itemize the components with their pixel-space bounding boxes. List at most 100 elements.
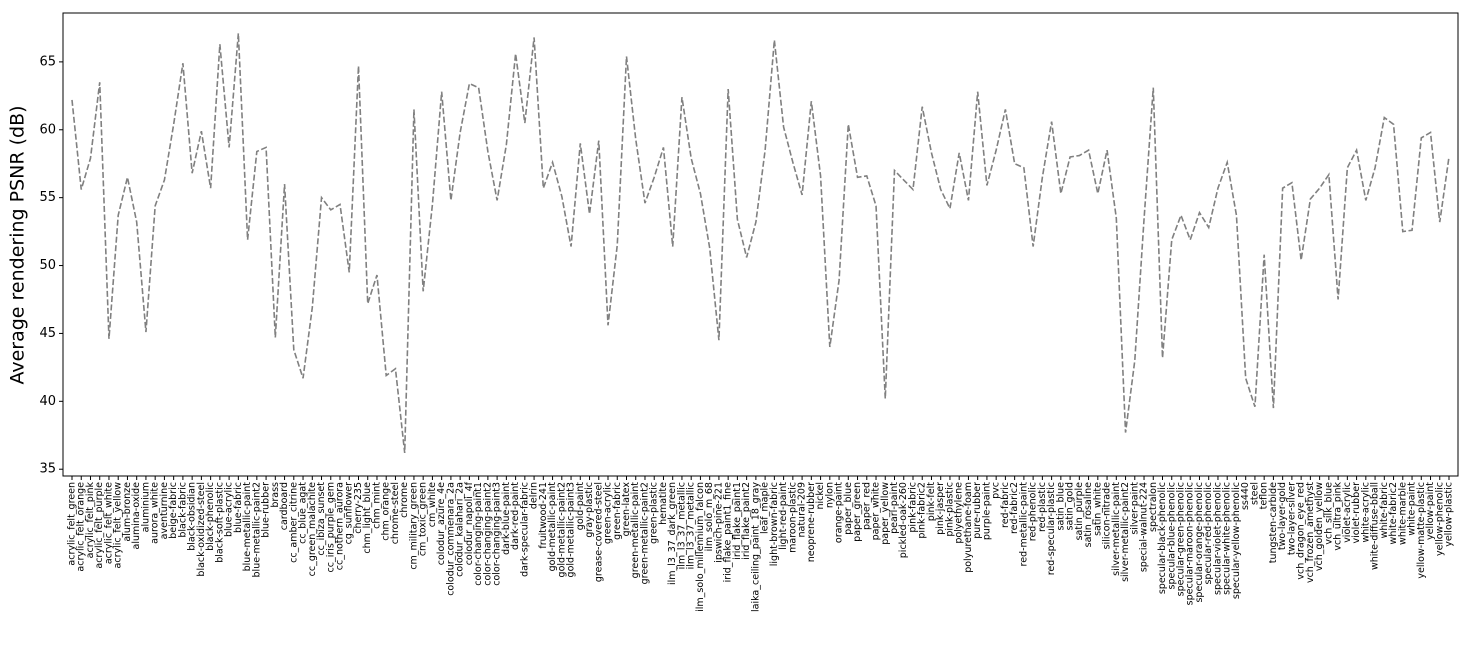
x-tick-label: gray-plastic: [584, 482, 595, 538]
x-tick-label: ipswich-pine-221: [713, 482, 724, 563]
x-tick-label: blue-rubber: [261, 482, 272, 538]
x-tick-label: specular-orange-phenolic: [1194, 482, 1205, 603]
y-tick-label: 55: [39, 190, 56, 205]
x-tick-label: irid_flake_paint1_fine: [723, 482, 734, 583]
x-tick-label: chrome: [399, 482, 410, 518]
x-tick-label: yellow-plastic: [1444, 482, 1455, 547]
x-tick-label: green-plastic: [649, 482, 660, 544]
x-tick-label: cc_green_malachite: [307, 482, 318, 577]
x-tick-label: spectralon: [1148, 482, 1159, 532]
x-tick-label: green-acrylic: [603, 482, 614, 544]
x-tick-label: blue-metallic-paint: [242, 482, 253, 572]
x-tick-label: irid_flake_paint1: [732, 482, 743, 560]
x-tick-label: grease-covered-steel: [593, 482, 604, 582]
x-tick-label: pickled-oak-260: [898, 482, 909, 558]
x-tick-label: specular-green-phenolic: [1175, 482, 1186, 596]
x-tick-label: specular-red-phenolic: [1203, 482, 1214, 585]
x-tick-label: silver-paint: [1129, 482, 1140, 535]
x-tick-label: irid_flake_paint2: [741, 482, 752, 560]
x-tick-label: cm_toxic_green: [418, 482, 429, 556]
x-tick-label: cherry-235: [353, 482, 364, 534]
x-tick-label: ilm_solo_millennium_falcon: [695, 482, 706, 612]
x-tick-label: green-latex: [621, 482, 632, 537]
x-tick-label: purple-paint: [981, 482, 992, 540]
x-tick-label: blue-metallic-paint2: [251, 482, 262, 577]
x-tick-label: acrylic_felt_white: [103, 482, 114, 564]
x-tick-label: colodur_napoli_4f: [464, 481, 475, 565]
x-tick-label: green-metallic-paint: [630, 482, 641, 579]
x-tick-label: aventurnine: [159, 482, 170, 539]
x-tick-label: nylon: [824, 482, 835, 508]
x-tick-label: black-obsidian: [187, 482, 198, 551]
x-tick-label: cg_sunflower: [344, 482, 355, 544]
x-tick-label: satin_rosaline: [1083, 482, 1094, 547]
x-tick-label: white-diffuse-bball: [1370, 482, 1381, 570]
x-tick-label: chm_orange: [381, 482, 392, 541]
x-tick-label: hematite: [658, 482, 669, 525]
x-tick-label: acrylic_felt_pink: [85, 482, 96, 559]
x-tick-label: pvc: [991, 482, 1002, 499]
x-tick-label: color-changing-paint1: [473, 482, 484, 586]
x-tick-label: leaf_maple: [760, 482, 771, 534]
x-tick-label: nickel: [815, 482, 826, 510]
x-tick-label: pink-felt: [926, 482, 937, 521]
x-tick-label: green-fabric: [612, 482, 623, 540]
x-tick-label: specular-yellow-phenolic: [1231, 482, 1242, 599]
x-tick-label: cardboard: [279, 482, 290, 530]
x-tick-label: black-soft-plastic: [214, 482, 225, 563]
x-tick-label: specular-maroon-phenolic: [1185, 482, 1196, 605]
x-tick-label: pink-jasper: [935, 482, 946, 535]
x-tick-label: violet-rubber: [1351, 482, 1362, 544]
x-tick-label: dark-red-paint: [510, 482, 521, 550]
x-tick-label: acrylic_felt_orange: [76, 482, 87, 572]
x-tick-label: silver-metallic-paint2: [1120, 482, 1131, 582]
y-tick-label: 45: [39, 326, 56, 341]
x-tick-label: natural-209: [797, 482, 808, 538]
x-tick-label: gold-paint: [575, 482, 586, 530]
x-tick-label: fruitwood-241: [538, 482, 549, 549]
x-tick-label: cc_iris_purple_gem: [325, 482, 336, 572]
x-tick-label: blue-acrylic: [224, 482, 235, 537]
x-tick-label: ilm_solo_m_68: [704, 482, 715, 551]
x-tick-label: black-oxidized-steel: [196, 482, 207, 577]
x-tick-label: vch_frozen_amethyst: [1305, 482, 1316, 583]
x-tick-label: acrylic_felt_green: [67, 482, 78, 566]
x-tick-label: delrin: [529, 482, 540, 509]
y-tick-label: 65: [39, 54, 56, 69]
y-tick-label: 50: [39, 258, 56, 273]
x-tick-label: vch_golden_yellow: [1314, 482, 1325, 571]
x-tick-label: paper_red: [861, 482, 872, 530]
x-tick-label: satin_gold: [1065, 482, 1076, 530]
x-tick-label: alumina-oxide: [131, 482, 142, 550]
x-tick-label: ilm_l3_37_metallic: [676, 482, 687, 569]
x-tick-label: cc_nothern_aurora: [335, 482, 346, 570]
x-tick-label: polyethylene: [954, 482, 965, 544]
x-tick-label: special-walnut-224: [1139, 482, 1150, 572]
x-tick-label: ilm_l3_37_dark_green: [667, 482, 678, 585]
x-tick-label: yellow-phenolic: [1434, 482, 1445, 556]
x-tick-label: black-phenolic: [205, 482, 216, 551]
x-tick-label: silver-metallic-paint: [1111, 482, 1122, 576]
x-tick-label: color-changing-paint2: [482, 482, 493, 586]
x-tick-label: dark-specular-fabric: [519, 482, 530, 577]
x-tick-label: cm_military_green: [408, 482, 419, 570]
x-tick-label: color-changing-paint3: [492, 482, 503, 586]
x-tick-label: colodur_kalahari_2a: [455, 482, 466, 577]
x-tick-label: polyurethane-foam: [963, 482, 974, 573]
x-tick-label: gold-metallic-paint: [547, 482, 558, 572]
x-tick-label: colodur_azure_4e: [436, 482, 447, 565]
y-tick-label: 35: [39, 462, 56, 477]
x-tick-label: aluminium: [140, 482, 151, 532]
x-tick-label: red-fabric2: [1009, 482, 1020, 534]
x-tick-label: chm_mint: [371, 482, 382, 529]
x-tick-label: maroon-plastic: [787, 482, 798, 553]
x-tick-label: satin_purple: [1074, 482, 1085, 541]
x-tick-label: violet-acrylic: [1342, 482, 1353, 543]
x-tick-label: two-layer-silver: [1286, 482, 1297, 555]
x-tick-label: specular-black-phenolic: [1157, 482, 1168, 594]
x-tick-label: silicon-nitrade: [1102, 482, 1113, 549]
x-tick-label: paper_yellow: [880, 482, 891, 545]
x-tick-label: steel: [1249, 482, 1260, 505]
x-tick-label: blue-fabric: [233, 482, 244, 533]
x-tick-label: light-brown-fabric: [769, 482, 780, 566]
